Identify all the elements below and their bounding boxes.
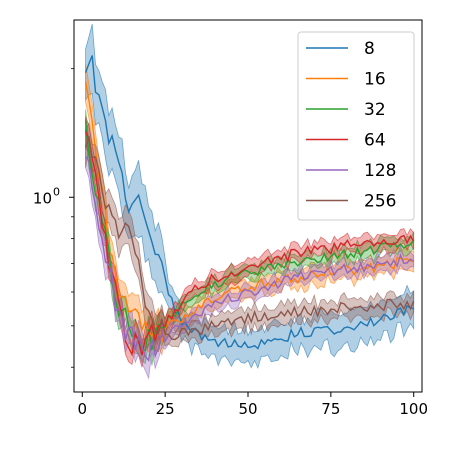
- band-series-128: [85, 145, 415, 380]
- y-tick-label: 10: [33, 189, 52, 207]
- x-tick-label-100: 100: [399, 400, 428, 418]
- legend-label-32: 32: [364, 100, 386, 120]
- line-series-32: [84, 120, 415, 352]
- line-series-128: [85, 155, 415, 362]
- line-series-8: [84, 55, 414, 350]
- legend-label-8: 8: [364, 39, 375, 59]
- band-series-8: [85, 24, 415, 370]
- band-series-16: [85, 63, 415, 357]
- x-tick-label-75: 75: [321, 400, 340, 418]
- band-series-256: [85, 122, 415, 353]
- x-tick-label-0: 0: [78, 400, 88, 418]
- legend-label-16: 16: [364, 70, 386, 90]
- x-tick-label-50: 50: [238, 400, 257, 418]
- legend-box: [297, 31, 415, 221]
- legend-label-128: 128: [364, 161, 396, 181]
- line-series-64: [84, 131, 415, 357]
- y-tick-label-exponent: 0: [53, 185, 60, 198]
- legend-label-256: 256: [364, 192, 396, 212]
- x-tick-label-25: 25: [156, 400, 175, 418]
- legend: 8 16 32 64 128 256: [297, 31, 415, 221]
- series-lines: [84, 55, 415, 362]
- legend-label-64: 64: [364, 131, 386, 151]
- line-series-256: [84, 136, 415, 341]
- line-series-16: [84, 81, 414, 343]
